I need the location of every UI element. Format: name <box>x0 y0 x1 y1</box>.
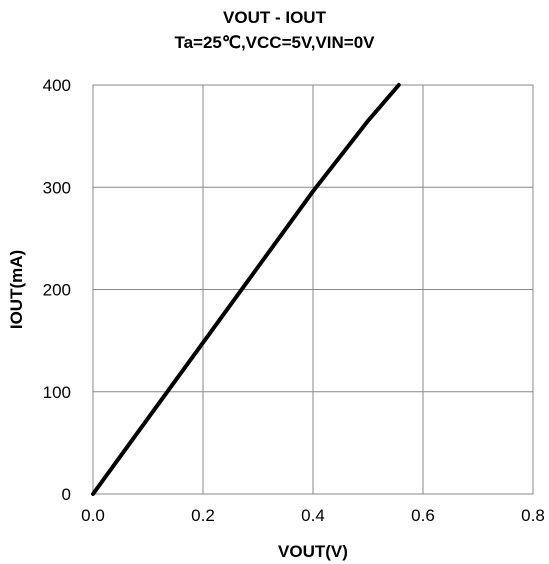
x-tick-label: 0.8 <box>521 506 545 525</box>
x-tick-label: 0.2 <box>191 506 215 525</box>
chart-title: VOUT - IOUT <box>223 8 326 27</box>
x-tick-label: 0.0 <box>81 506 105 525</box>
y-tick-label: 300 <box>43 178 71 197</box>
y-tick-labels: 0 100 200 300 400 <box>43 76 71 504</box>
y-tick-label: 200 <box>43 281 71 300</box>
series-line <box>91 83 401 496</box>
series-group <box>91 83 401 496</box>
x-tick-label: 0.4 <box>301 506 325 525</box>
y-axis-label: IOUT(mA) <box>7 250 26 329</box>
x-axis-label: VOUT(V) <box>278 542 348 561</box>
x-tick-label: 0.6 <box>411 506 435 525</box>
y-tick-label: 100 <box>43 383 71 402</box>
grid-lines <box>93 85 533 494</box>
y-tick-label: 400 <box>43 76 71 95</box>
x-tick-labels: 0.0 0.2 0.4 0.6 0.8 <box>81 506 545 525</box>
y-tick-label: 0 <box>62 485 71 504</box>
chart-subtitle: Ta=25℃,VCC=5V,VIN=0V <box>174 33 375 52</box>
